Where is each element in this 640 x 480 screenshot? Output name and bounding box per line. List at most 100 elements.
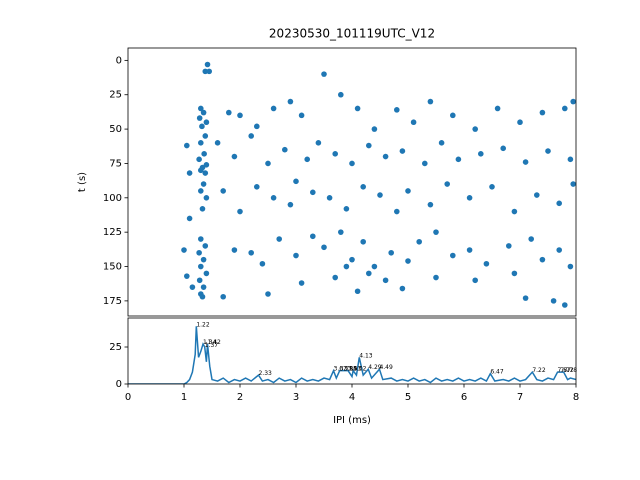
scatter-point [528, 236, 534, 242]
scatter-point [388, 249, 395, 256]
scatter-point [511, 208, 518, 215]
scatter-point [270, 195, 277, 201]
scatter-point [253, 123, 260, 130]
scatter-point [198, 167, 204, 174]
scatter-point [349, 256, 355, 263]
scatter-point [511, 270, 518, 277]
scatter-point [220, 188, 226, 194]
scatter-point [550, 298, 557, 304]
scatter-point [196, 249, 202, 256]
line [128, 326, 576, 384]
x-tick-label: 0 [125, 392, 131, 403]
scatter-point [489, 184, 495, 190]
x-tick-label: 2 [237, 392, 243, 403]
annotation: 4.29 [368, 364, 382, 371]
scatter-point [539, 256, 546, 263]
scatter-point [427, 98, 434, 105]
scatter-point [231, 247, 238, 253]
scatter-point [366, 142, 372, 149]
scatter-point [422, 160, 428, 167]
scatter-point [203, 195, 210, 201]
scatter-point [196, 115, 203, 121]
scatter-point [184, 273, 190, 279]
annotation: 1.22 [196, 321, 210, 328]
scatter-point [377, 192, 383, 198]
scatter-point [326, 195, 333, 201]
scatter-point [570, 98, 576, 105]
x-tick-label: 3 [293, 392, 299, 403]
x-axis-label: IPI (ms) [333, 415, 371, 426]
scatter-point [310, 189, 316, 196]
scatter-point [200, 109, 207, 116]
scatter-point [253, 184, 260, 190]
y-tick-label: 50 [109, 124, 122, 135]
scatter-point [466, 195, 473, 201]
scatter-point [198, 105, 204, 112]
scatter-point [203, 270, 210, 277]
scatter-point [181, 247, 187, 253]
scatter-point [237, 112, 243, 119]
y-axis-label: t (s) [77, 172, 88, 192]
scatter-point [200, 284, 207, 290]
scatter-point [204, 61, 211, 68]
scatter-point [198, 263, 204, 270]
scatter-point [360, 184, 367, 190]
scatter-point [265, 291, 271, 297]
annotation: 7.72 [560, 367, 574, 374]
scatter-point [366, 270, 372, 277]
scatter-point [298, 280, 305, 286]
scatter-point [202, 170, 209, 176]
annotation: 3.67 [334, 366, 348, 373]
scatter-point [293, 178, 299, 185]
scatter-point [214, 140, 221, 146]
scatter-point [226, 109, 232, 116]
scatter-point [360, 238, 367, 245]
scatter-point [472, 277, 479, 284]
scatter-point [198, 140, 204, 146]
scatter-point [338, 91, 344, 98]
y-tick-label: 175 [103, 296, 122, 307]
scatter-point [394, 107, 400, 113]
annotation: 4.49 [379, 364, 393, 371]
scatter-point [444, 181, 451, 187]
scatter-point [570, 181, 576, 187]
scatter-point [202, 68, 209, 75]
scatter-point [220, 293, 226, 300]
scatter-point [500, 145, 507, 152]
scatter-point [354, 288, 361, 295]
y-tick-label: 0 [116, 379, 122, 390]
scatter-point [522, 295, 529, 301]
scatter-point [184, 142, 190, 149]
scatter-point [506, 243, 512, 249]
scatter-point [186, 170, 193, 176]
scatter-point [282, 146, 288, 153]
scatter-point [270, 105, 277, 112]
scatter-point [371, 263, 378, 270]
annotation: 7.67 [558, 367, 572, 374]
scatter-point [315, 140, 322, 146]
scatter-point [382, 153, 389, 160]
scatter-point [203, 162, 210, 168]
scatter-point [472, 126, 479, 132]
annotation: 4.02 [353, 366, 367, 373]
scatter-point [248, 133, 254, 139]
scatter-point [287, 201, 294, 208]
scatter-point [265, 160, 271, 167]
y-tick-label: 125 [103, 227, 122, 238]
scatter-point [298, 112, 305, 119]
scatter-point [562, 105, 568, 112]
scatter-point [450, 252, 456, 259]
scatter-point [200, 256, 207, 263]
scatter-point [405, 188, 411, 194]
scatter-point [382, 277, 389, 284]
scatter-point [231, 153, 238, 160]
y-tick-label: 150 [103, 262, 122, 273]
scatter-point [556, 247, 562, 253]
scatter-point [522, 159, 529, 165]
annotation: 3.93 [348, 366, 362, 373]
scatter-point [394, 208, 400, 215]
scatter-point [304, 156, 311, 163]
x-tick-label: 1 [181, 392, 187, 403]
